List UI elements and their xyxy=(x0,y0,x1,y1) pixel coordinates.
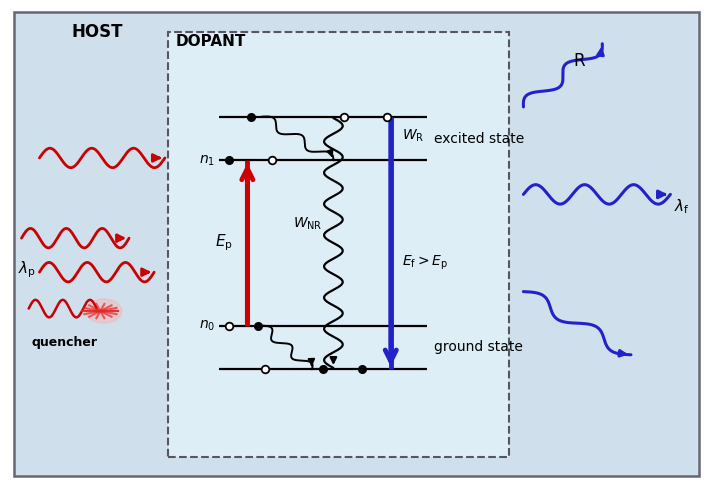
Text: $W_{\mathrm{R}}$: $W_{\mathrm{R}}$ xyxy=(402,128,424,144)
Text: $E_{\mathrm{p}}$: $E_{\mathrm{p}}$ xyxy=(215,233,233,253)
Text: quencher: quencher xyxy=(32,336,98,349)
Text: HOST: HOST xyxy=(72,22,123,41)
Text: R: R xyxy=(574,52,585,70)
Text: $n_0$: $n_0$ xyxy=(199,318,215,333)
Text: $W_{\mathrm{NR}}$: $W_{\mathrm{NR}}$ xyxy=(293,215,323,232)
Text: excited state: excited state xyxy=(434,132,524,145)
Bar xyxy=(168,32,509,457)
Text: $\lambda_{\mathrm{p}}$: $\lambda_{\mathrm{p}}$ xyxy=(18,260,36,280)
Text: $\lambda_{\mathrm{f}}$: $\lambda_{\mathrm{f}}$ xyxy=(674,197,690,216)
Text: $n_1$: $n_1$ xyxy=(199,153,215,168)
Text: DOPANT: DOPANT xyxy=(176,34,246,49)
Circle shape xyxy=(86,299,122,323)
Text: ground state: ground state xyxy=(434,341,523,354)
Text: $E_{\mathrm{f}}>E_{\mathrm{p}}$: $E_{\mathrm{f}}>E_{\mathrm{p}}$ xyxy=(402,253,447,272)
